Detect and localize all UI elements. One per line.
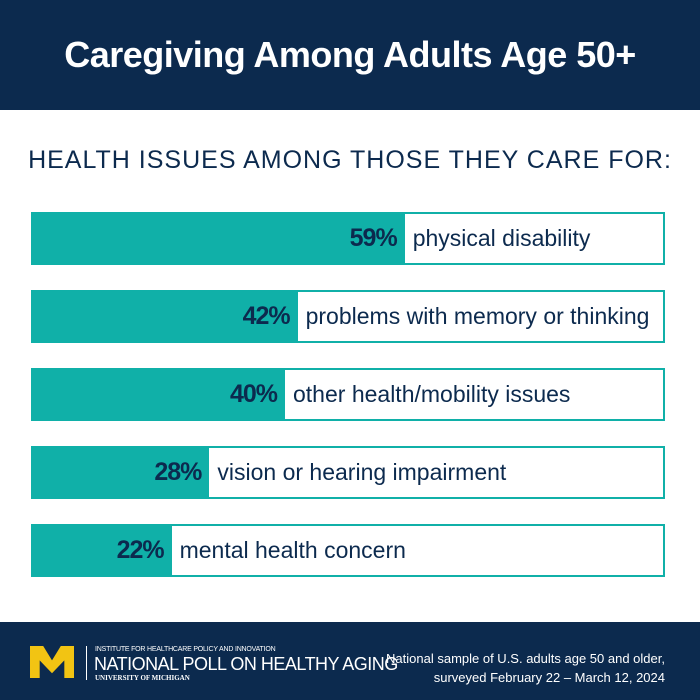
institute-name: INSTITUTE FOR HEALTHCARE POLICY AND INNO… bbox=[95, 646, 276, 653]
bar-fill bbox=[33, 526, 172, 575]
data-label: 42% bbox=[242, 302, 291, 330]
bar-row: 40% other health/mobility issues bbox=[31, 368, 665, 421]
survey-note-line2: surveyed February 22 – March 12, 2024 bbox=[433, 670, 665, 685]
university-name: UNIVERSITY OF MICHIGAN bbox=[95, 674, 190, 682]
bar-fill bbox=[33, 292, 298, 341]
poll-name: NATIONAL POLL ON HEALTHY AGING bbox=[94, 654, 398, 674]
survey-note-line1: National sample of U.S. adults age 50 an… bbox=[386, 651, 665, 666]
bar-fill bbox=[33, 448, 210, 497]
survey-note: National sample of U.S. adults age 50 an… bbox=[386, 649, 665, 687]
category-label: other health/mobility issues bbox=[293, 381, 571, 407]
bar-row: 42% problems with memory or thinking bbox=[31, 290, 665, 343]
bar-row: 28% vision or hearing impairment bbox=[31, 446, 665, 499]
chart-title: HEALTH ISSUES AMONG THOSE THEY CARE FOR: bbox=[28, 146, 672, 174]
university-m-logo bbox=[30, 646, 74, 678]
bar-fill bbox=[33, 214, 405, 263]
category-label: mental health concern bbox=[179, 537, 406, 563]
page-title: Caregiving Among Adults Age 50+ bbox=[64, 34, 636, 75]
category-label: vision or hearing impairment bbox=[217, 459, 507, 485]
data-label: 22% bbox=[116, 536, 165, 564]
data-label: 40% bbox=[229, 380, 278, 408]
footer: INSTITUTE FOR HEALTHCARE POLICY AND INNO… bbox=[0, 622, 700, 700]
category-label: physical disability bbox=[412, 225, 591, 251]
bar-row: 59% physical disability bbox=[31, 212, 665, 265]
data-label: 28% bbox=[154, 458, 202, 486]
data-label: 59% bbox=[349, 224, 398, 252]
header-banner: Caregiving Among Adults Age 50+ bbox=[0, 0, 700, 110]
bar-row: 22% mental health concern bbox=[31, 524, 665, 577]
logo-divider bbox=[86, 646, 87, 680]
category-label: problems with memory or thinking bbox=[305, 303, 650, 329]
bar-fill bbox=[33, 370, 285, 419]
